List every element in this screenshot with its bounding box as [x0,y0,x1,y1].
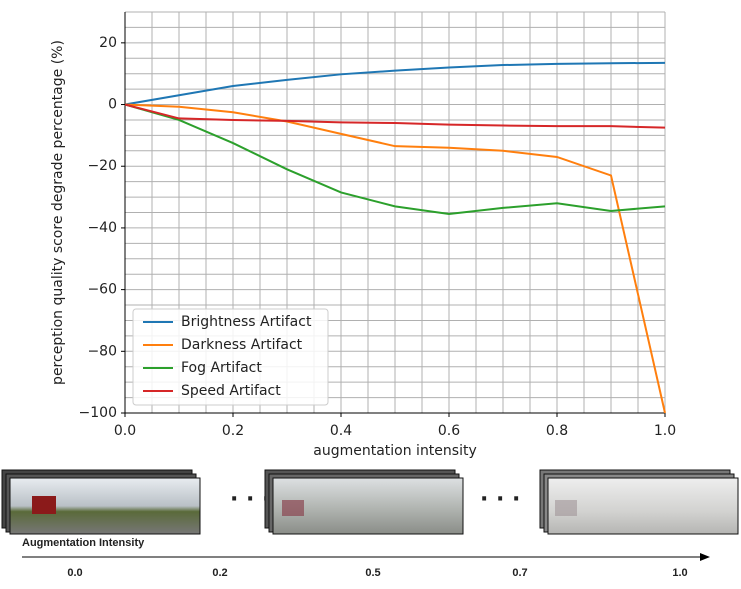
svg-text:· · ·: · · · [480,487,520,512]
strip-tick-label: 0.0 [67,567,82,579]
strip-tick-label: 0.7 [512,567,527,579]
x-tick-label: 0.2 [222,423,244,439]
series-line [124,103,666,129]
strip-tick-label: 0.2 [212,567,227,579]
svg-text:· · ·: · · · [230,487,270,512]
image-strip: · · · · · · [1,469,739,561]
legend-box [132,308,329,406]
series-line [124,61,666,106]
y-tick-label: −60 [87,282,117,298]
y-axis-label: perception quality score degrade percent… [50,40,66,385]
legend-label: Fog Artifact [181,360,262,376]
strip-tick-label: 0.5 [365,567,380,579]
legend-label: Darkness Artifact [181,337,303,353]
x-axis-label: augmentation intensity [313,443,477,459]
strip-label: Augmentation Intensity [22,537,145,549]
x-tick-label: 0.4 [330,423,352,439]
series-line [124,103,666,414]
strip-tick-label: 1.0 [672,567,687,579]
x-tick-label: 0.0 [114,423,136,439]
y-tick-label: 20 [99,35,117,51]
x-tick-label: 1.0 [654,423,676,439]
car [32,496,56,514]
legend-label: Brightness Artifact [181,314,312,330]
y-tick-label: −40 [87,220,117,236]
x-tick-label: 0.8 [546,423,568,439]
series-line [124,103,666,216]
legend-label: Speed Artifact [181,383,281,399]
y-tick-label: −20 [87,158,117,174]
y-tick-label: −80 [87,343,117,359]
y-tick-label: −100 [79,405,117,421]
x-tick-label: 0.6 [438,423,460,439]
y-tick-label: 0 [108,97,117,113]
